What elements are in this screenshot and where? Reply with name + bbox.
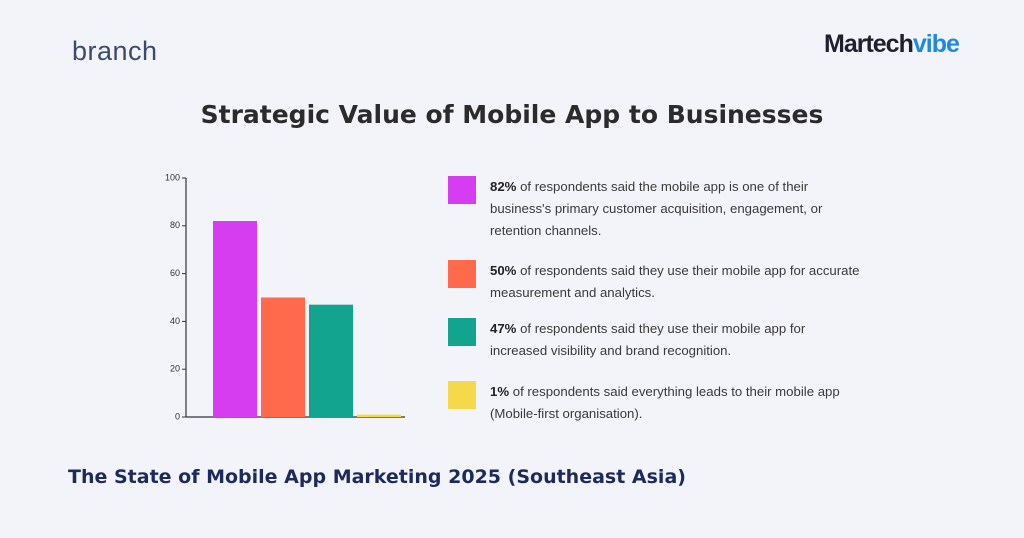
y-tick-label: 60	[170, 268, 180, 278]
legend-label: of respondents said they use their mobil…	[490, 321, 806, 358]
legend-swatch	[448, 318, 476, 346]
legend-swatch	[448, 176, 476, 204]
y-tick-label: 20	[170, 364, 180, 374]
footer: The State of Mobile App Marketing 2025 (…	[68, 466, 686, 488]
bar	[357, 414, 401, 417]
bar	[261, 297, 305, 417]
legend-item: 1% of respondents said everything leads …	[448, 381, 868, 425]
value-label: 82%	[490, 179, 517, 194]
logo-accent: vibe	[912, 30, 960, 58]
legend-text: 82% of respondents said the mobile app i…	[490, 176, 865, 242]
bar	[213, 221, 257, 417]
legend-swatch	[448, 381, 476, 409]
y-tick-label: 80	[170, 220, 180, 230]
martechvibe-logo: Martechvibe	[824, 30, 960, 59]
value-label: 47%	[490, 321, 517, 336]
y-tick-label: 40	[170, 316, 180, 326]
legend-label: of respondents said the mobile app is on…	[490, 179, 823, 238]
bar	[309, 304, 353, 417]
y-tick-label: 100	[165, 172, 180, 182]
branch-logo: branch	[72, 36, 158, 66]
value-label: 1%	[490, 384, 510, 399]
logo-main: Martech	[824, 30, 914, 58]
legend-swatch	[448, 260, 476, 288]
legend-text: 1% of respondents said everything leads …	[490, 381, 865, 425]
legend-label: of respondents said they use their mobil…	[490, 263, 860, 300]
legend-label: of respondents said everything leads to …	[490, 384, 840, 421]
chart-title: Strategic Value of Mobile App to Busines…	[200, 100, 824, 129]
legend-text: 47% of respondents said they use their m…	[490, 318, 865, 362]
legend-item: 50% of respondents said they use their m…	[448, 260, 868, 304]
value-label: 50%	[490, 263, 517, 278]
y-tick-label: 0	[175, 411, 180, 421]
legend-item: 47% of respondents said they use their m…	[448, 318, 868, 362]
legend-text: 50% of respondents said they use their m…	[490, 260, 865, 304]
legend-item: 82% of respondents said the mobile app i…	[448, 176, 868, 242]
